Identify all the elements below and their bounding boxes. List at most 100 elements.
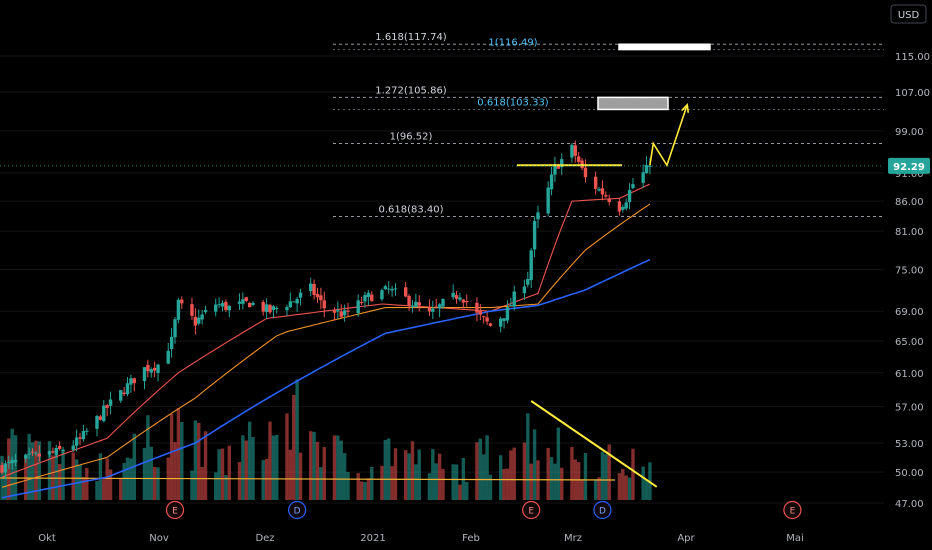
volume-bar bbox=[261, 460, 265, 500]
volume-bar bbox=[597, 477, 601, 500]
projection-arrow[interactable] bbox=[649, 104, 688, 168]
candle-body bbox=[149, 369, 153, 373]
candle bbox=[607, 194, 611, 206]
earnings-marker-label: E bbox=[172, 507, 178, 517]
earnings-marker[interactable]: E bbox=[165, 500, 185, 520]
candle-body bbox=[488, 323, 493, 326]
volume-bar bbox=[532, 429, 537, 500]
candle-body bbox=[203, 310, 208, 313]
candle-body bbox=[71, 445, 75, 450]
candle bbox=[437, 303, 442, 318]
volume-bar bbox=[342, 453, 347, 500]
candle bbox=[217, 297, 221, 308]
candle-body bbox=[176, 299, 181, 320]
candle-body bbox=[315, 293, 320, 298]
volume-bar bbox=[227, 445, 231, 500]
candle-body bbox=[437, 304, 442, 309]
volume-bar bbox=[512, 447, 516, 500]
candle-body bbox=[434, 306, 438, 308]
volume-bar bbox=[356, 473, 360, 500]
volume-bar bbox=[98, 453, 103, 500]
candle-body bbox=[529, 250, 533, 281]
currency-button[interactable]: USD bbox=[890, 4, 927, 24]
candle-body bbox=[105, 405, 109, 408]
dividend-marker[interactable]: D bbox=[288, 500, 307, 520]
candle-body bbox=[169, 336, 174, 350]
time-axis-tick: Dez bbox=[255, 533, 274, 544]
moving-average-mid bbox=[1, 203, 651, 488]
earnings-marker[interactable]: E bbox=[522, 500, 541, 520]
candle-body bbox=[624, 202, 628, 209]
volume-bar bbox=[458, 484, 462, 500]
currency-button-frame[interactable] bbox=[890, 4, 927, 24]
volume-bar bbox=[197, 422, 201, 500]
candle-body bbox=[47, 451, 52, 455]
candle-body bbox=[85, 430, 89, 432]
candle-body bbox=[383, 286, 388, 290]
volume-bar bbox=[434, 463, 438, 500]
earnings-marker-circle bbox=[522, 500, 541, 520]
candle bbox=[312, 279, 316, 300]
earnings-marker[interactable]: E bbox=[783, 500, 802, 520]
volume-bar bbox=[268, 421, 272, 500]
candle-body bbox=[536, 212, 540, 220]
target-zone[interactable] bbox=[597, 96, 669, 111]
volume-bar bbox=[13, 435, 18, 500]
candle bbox=[132, 378, 136, 392]
candle bbox=[298, 288, 303, 306]
candle bbox=[7, 455, 11, 469]
volume-bars bbox=[0, 379, 652, 500]
candle bbox=[37, 445, 42, 462]
volume-bar bbox=[292, 394, 296, 500]
volume-bar bbox=[407, 453, 411, 500]
volume-bar bbox=[482, 454, 486, 500]
candle bbox=[10, 456, 14, 470]
moving-average-fast bbox=[1, 183, 651, 478]
volume-bar bbox=[193, 420, 198, 500]
volume-bar bbox=[149, 446, 153, 500]
candle bbox=[149, 367, 153, 378]
volume-bar bbox=[600, 451, 605, 500]
candle bbox=[190, 297, 194, 320]
candle-body bbox=[132, 378, 136, 384]
candle bbox=[74, 429, 79, 452]
candle bbox=[336, 301, 340, 319]
candle bbox=[125, 377, 130, 397]
candle-body bbox=[356, 300, 360, 313]
time-axis[interactable]: Okt Nov Dez 2021 Feb Mrz Apr Mai bbox=[38, 533, 804, 544]
candle-body bbox=[451, 292, 455, 298]
price-axis-tick: 53.00 bbox=[895, 439, 924, 450]
drawing-annotations[interactable] bbox=[517, 103, 690, 488]
candle-body bbox=[648, 165, 652, 167]
volume-bar bbox=[560, 467, 564, 500]
fib-alt-label: 0.618(103.33) bbox=[477, 97, 549, 108]
volume-bar bbox=[387, 438, 391, 500]
candle-body bbox=[214, 304, 218, 312]
volume-bar bbox=[546, 447, 550, 500]
candle-body bbox=[482, 316, 486, 318]
candle bbox=[505, 300, 510, 324]
volume-bar bbox=[529, 463, 533, 500]
candle bbox=[152, 361, 157, 378]
candle bbox=[366, 290, 371, 306]
fibonacci-levels[interactable]: 1.618(117.74) 1.272(105.86) 1(96.52) 0.618(… bbox=[333, 32, 884, 218]
candle-body bbox=[125, 383, 130, 395]
candle-body bbox=[292, 301, 296, 303]
dividend-marker[interactable]: D bbox=[593, 500, 612, 520]
candle-body bbox=[390, 288, 394, 291]
volume-bar bbox=[465, 481, 469, 500]
time-axis-tick: Mrz bbox=[564, 533, 582, 544]
last-price-badge-bg bbox=[888, 157, 930, 174]
volume-bar bbox=[105, 458, 109, 500]
volume-bar bbox=[285, 413, 289, 500]
volume-bar bbox=[309, 431, 313, 500]
target-zone[interactable] bbox=[618, 43, 711, 51]
candle bbox=[383, 284, 388, 291]
candle bbox=[51, 447, 55, 455]
volume-bar bbox=[71, 452, 75, 500]
volume-trendline[interactable] bbox=[530, 400, 658, 488]
price-axis[interactable]: 47.00 50.00 53.00 57.00 61.00 65.00 69.00 75.00… bbox=[895, 52, 930, 510]
volume-bar bbox=[322, 447, 326, 500]
